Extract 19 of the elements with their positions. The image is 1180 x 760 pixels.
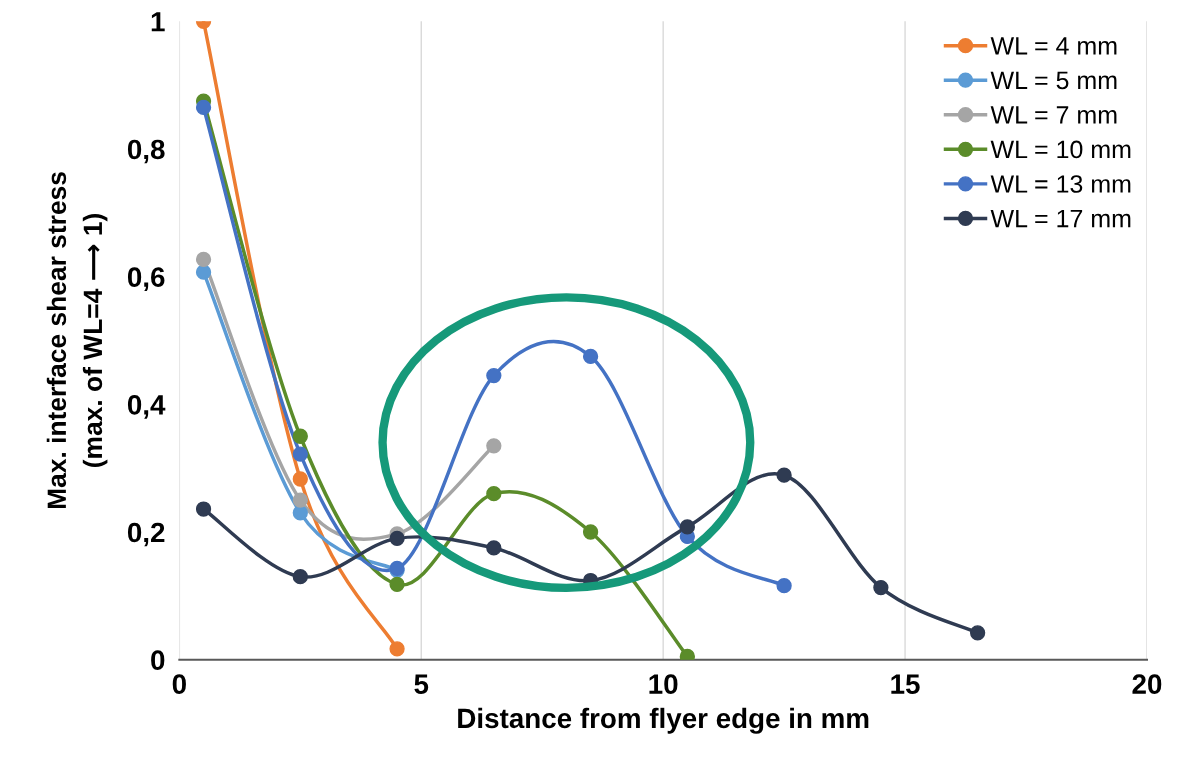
legend-label: WL = 5 mm: [990, 71, 1117, 90]
x-tick-label: 5: [414, 674, 429, 694]
x-tick-label: 10: [649, 674, 678, 694]
y-tick-label: 0,2: [127, 522, 165, 547]
legend-label: WL = 17 mm: [990, 209, 1131, 228]
y-tick-label: 0,4: [127, 394, 166, 419]
y-tick-label: 0,6: [127, 267, 165, 292]
legend-label: WL = 10 mm: [990, 140, 1131, 159]
y-axis-title: Max. interface shear stress (max. of WL=4 ⟶ 1): [46, 172, 108, 509]
y-tick-label: 0,8: [127, 139, 165, 164]
x-axis-title: Distance from flyer edge in mm: [458, 707, 869, 734]
legend-label: WL = 7 mm: [990, 106, 1117, 124]
x-tick-label: 20: [1132, 674, 1162, 694]
x-tick-label: 15: [891, 674, 920, 694]
y-tick-label: 0: [151, 650, 165, 671]
legend-label: WL = 13 mm: [990, 175, 1131, 193]
y-tick-label: 1: [151, 12, 165, 32]
x-tick-label: 0: [172, 674, 186, 694]
legend-label: WL = 4 mm: [990, 37, 1117, 55]
